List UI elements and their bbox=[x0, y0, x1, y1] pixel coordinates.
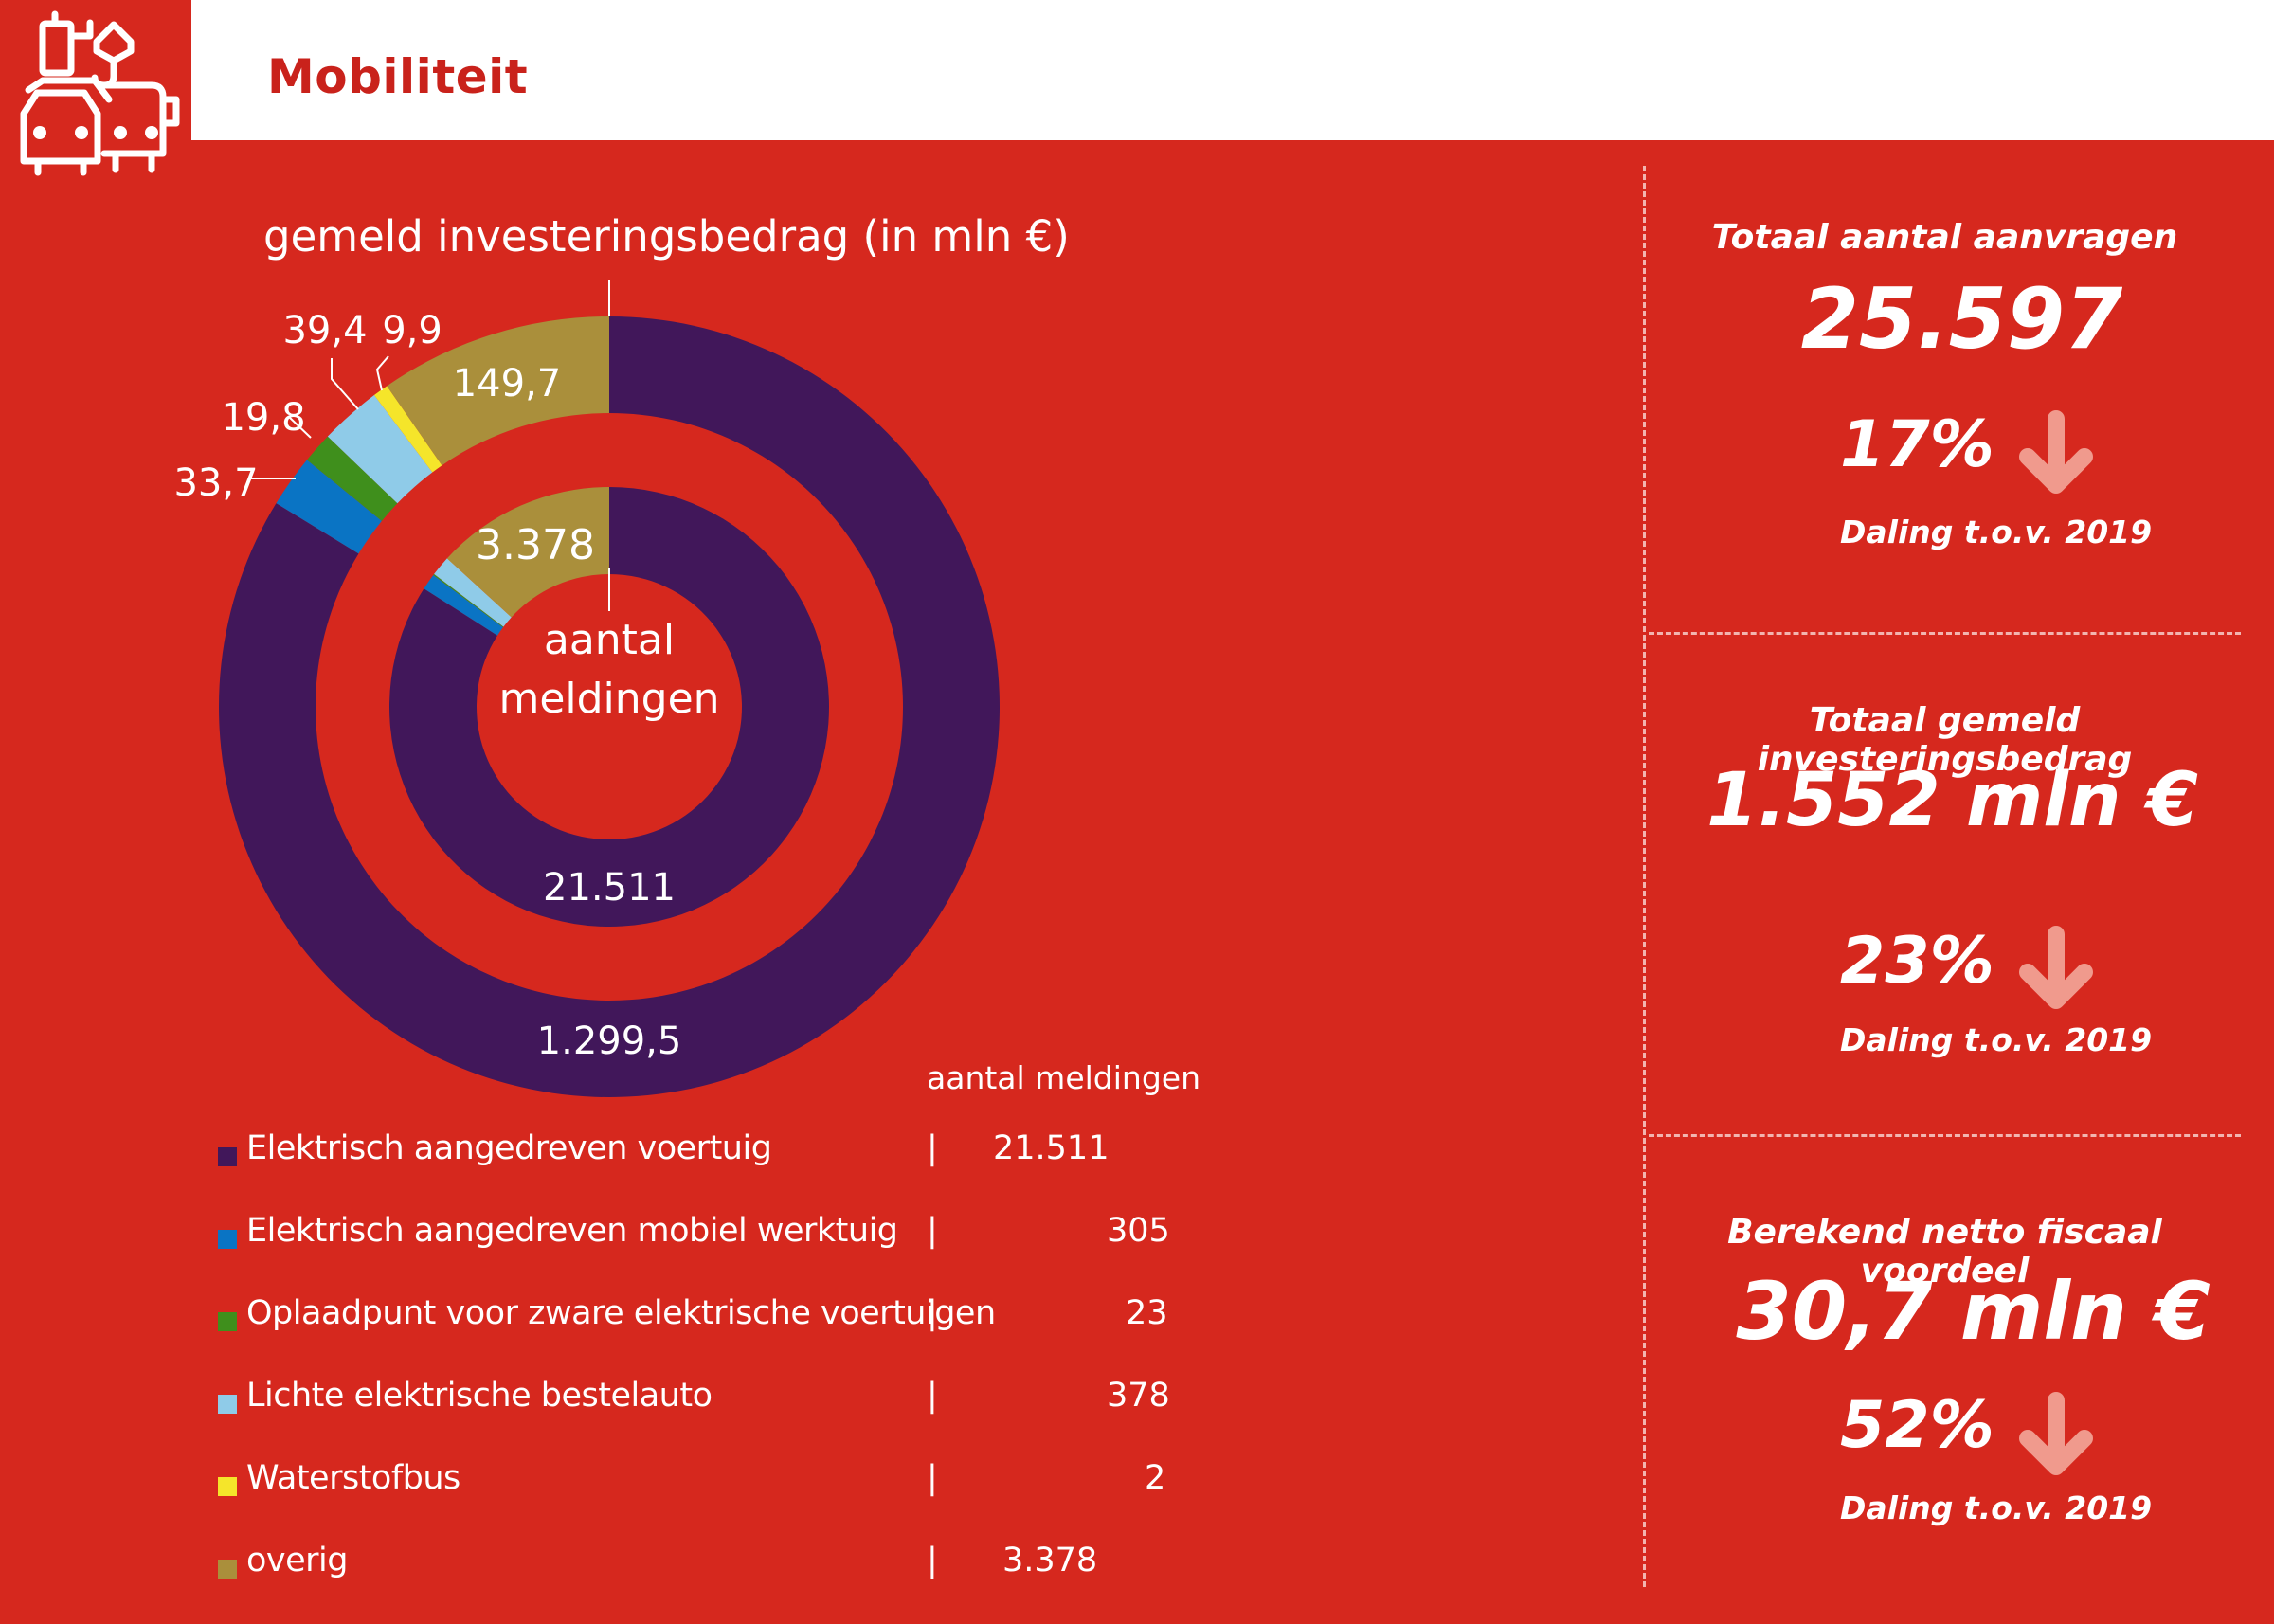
legend-item: overig | 3.378 bbox=[218, 1542, 1097, 1624]
panel-note: Daling t.o.v. 2019 bbox=[1840, 1021, 2153, 1058]
arrow-down-icon bbox=[2019, 1392, 2093, 1475]
outer-ring bbox=[218, 316, 1000, 1097]
legend-value: 378 bbox=[1107, 1377, 1170, 1415]
vertical-divider bbox=[1643, 166, 1646, 1587]
center-label-line-1: aantal bbox=[544, 616, 675, 664]
inner-ring bbox=[388, 487, 829, 927]
legend-separator: | bbox=[927, 1294, 938, 1332]
legend-swatch bbox=[218, 1395, 237, 1414]
inner-slice-1 bbox=[424, 574, 503, 636]
panel-value: 1.552 mln € bbox=[1706, 758, 2198, 843]
panel-title: Totaal gemeld investeringsbedrag bbox=[1757, 701, 2133, 779]
legend-separator: | bbox=[927, 1212, 938, 1250]
outer-label-3: 39,4 bbox=[282, 309, 367, 352]
legend-header: aantal meldingen bbox=[927, 1059, 1200, 1096]
horizontal-divider bbox=[1649, 1134, 2241, 1137]
legend-item: Oplaadpunt voor zware elektrische voertu… bbox=[218, 1294, 1168, 1377]
inner-slice-0 bbox=[388, 487, 829, 927]
donut-chart: aantal meldingen 1.299,5 149,7 39,4 9,9 19,8 33… bbox=[173, 280, 1000, 1097]
legend-label: Waterstofbus bbox=[246, 1459, 460, 1497]
panel-percentage: 52% bbox=[1840, 1388, 1994, 1463]
leader-line-4 bbox=[375, 355, 389, 391]
panel-value: 30,7 mln € bbox=[1736, 1265, 2211, 1358]
header-bar bbox=[0, 0, 2274, 140]
outer-slice-2 bbox=[306, 436, 398, 521]
legend: Elektrisch aangedreven voertuig | 21.511 El… bbox=[218, 1129, 1170, 1624]
legend-item: Lichte elektrische bestelauto | 378 bbox=[218, 1377, 1170, 1459]
legend-separator: | bbox=[927, 1459, 938, 1497]
panel-value: 25.597 bbox=[1800, 270, 2123, 368]
legend-label: Oplaadpunt voor zware elektrische voertu… bbox=[246, 1294, 996, 1332]
inner-slice-3 bbox=[434, 558, 512, 627]
legend-label: Lichte elektrische bestelauto bbox=[246, 1377, 713, 1415]
outer-label-0: 1.299,5 bbox=[537, 1020, 682, 1063]
legend-label: Elektrisch aangedreven voertuig bbox=[246, 1129, 772, 1167]
data-labels: aantal meldingen 1.299,5 149,7 39,4 9,9 19,8 33… bbox=[173, 309, 719, 1063]
inner-slice-2 bbox=[433, 573, 504, 628]
legend-swatch bbox=[218, 1147, 237, 1166]
legend-value: 21.511 bbox=[993, 1129, 1110, 1167]
legend-swatch bbox=[218, 1560, 237, 1579]
legend-value: 305 bbox=[1107, 1212, 1170, 1250]
legend-value: 3.378 bbox=[1002, 1542, 1098, 1579]
page-title: Mobiliteit bbox=[267, 49, 529, 104]
legend-swatch bbox=[218, 1230, 237, 1249]
legend-label: overig bbox=[246, 1542, 349, 1579]
panel-title: Berekend netto fiscaal voordeel bbox=[1727, 1213, 2162, 1290]
panel-note: Daling t.o.v. 2019 bbox=[1840, 1489, 2153, 1526]
panel-percentage: 23% bbox=[1840, 924, 1994, 999]
legend-swatch bbox=[218, 1477, 237, 1496]
legend-swatch bbox=[218, 1312, 237, 1331]
outer-label-4: 9,9 bbox=[382, 309, 442, 352]
outer-slice-1 bbox=[276, 460, 382, 554]
legend-value: 2 bbox=[1145, 1459, 1166, 1497]
leader-line-3 bbox=[331, 358, 359, 410]
legend-separator: | bbox=[927, 1377, 938, 1415]
legend-separator: | bbox=[927, 1542, 938, 1579]
legend-item: Elektrisch aangedreven voertuig | 21.511 bbox=[218, 1129, 1109, 1212]
outer-label-1: 33,7 bbox=[173, 461, 258, 505]
mobility-icon bbox=[0, 0, 191, 180]
panel-title: Totaal aantal aanvragen bbox=[1711, 218, 2178, 257]
legend-separator: | bbox=[927, 1129, 938, 1167]
center-label-line-2: meldingen bbox=[498, 675, 719, 723]
panel-note: Daling t.o.v. 2019 bbox=[1840, 514, 2153, 550]
legend-item: Waterstofbus | 2 bbox=[218, 1459, 1165, 1542]
inner-label-0: 21.511 bbox=[543, 866, 676, 910]
arrow-down-icon bbox=[2019, 410, 2093, 494]
panel-percentage: 17% bbox=[1840, 407, 1994, 482]
outer-label-5: 149,7 bbox=[453, 362, 562, 406]
outer-label-2: 19,8 bbox=[221, 396, 305, 440]
inner-label-5: 3.378 bbox=[476, 521, 595, 569]
leader-line-2 bbox=[288, 416, 312, 439]
legend-label: Elektrisch aangedreven mobiel werktuig bbox=[246, 1212, 898, 1250]
leader-lines bbox=[250, 355, 389, 479]
inner-slice-4 bbox=[446, 558, 512, 618]
legend-item: Elektrisch aangedreven mobiel werktuig | 3… bbox=[218, 1212, 1170, 1294]
inner-slice-5 bbox=[446, 487, 609, 618]
outer-slice-5 bbox=[387, 316, 609, 466]
outer-slice-4 bbox=[373, 386, 442, 473]
outer-slice-3 bbox=[327, 395, 433, 504]
chart-title: gemeld investeringsbedrag (in mln €) bbox=[263, 211, 1070, 262]
horizontal-divider bbox=[1649, 632, 2241, 635]
arrow-down-icon bbox=[2019, 926, 2093, 1009]
legend-value: 23 bbox=[1126, 1294, 1168, 1332]
